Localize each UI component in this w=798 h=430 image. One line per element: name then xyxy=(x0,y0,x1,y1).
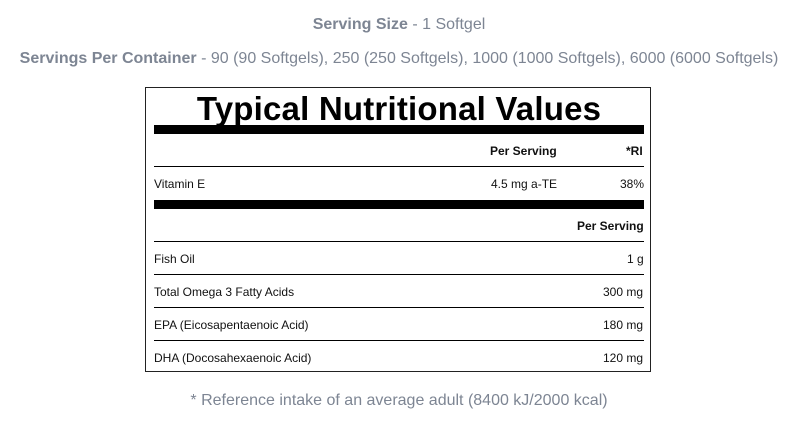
title-divider-bar xyxy=(154,125,644,134)
epa-value: 180 mg xyxy=(603,318,644,332)
omega3-value: 300 mg xyxy=(603,285,644,299)
panel-title: Typical Nutritional Values xyxy=(196,90,602,127)
divider-line xyxy=(154,274,644,275)
serving-size-value: - 1 Softgel xyxy=(407,16,486,33)
divider-line xyxy=(154,340,644,341)
ri-header: *RI xyxy=(626,144,643,158)
servings-per-container-line: Servings Per Container - 90 (90 Softgels… xyxy=(0,50,798,68)
vitamin-e-per-serving: 4.5 mg a-TE xyxy=(491,177,558,191)
nutrition-panel: Typical Nutritional Values Per Serving *… xyxy=(145,87,651,372)
epa-name: EPA (Eicosapentaenoic Acid) xyxy=(154,318,309,332)
divider-line xyxy=(154,307,644,308)
divider-line xyxy=(154,166,644,167)
dha-value: 120 mg xyxy=(603,351,644,365)
servings-per-container-label: Servings Per Container xyxy=(19,50,197,67)
dha-name: DHA (Docosahexaenoic Acid) xyxy=(154,351,312,365)
omega3-name: Total Omega 3 Fatty Acids xyxy=(154,285,295,299)
vitamin-e-name: Vitamin E xyxy=(154,177,206,191)
reference-intake-footnote: * Reference intake of an average adult (… xyxy=(190,392,608,409)
fish-oil-value: 1 g xyxy=(627,252,644,266)
fish-oil-name: Fish Oil xyxy=(154,252,195,266)
per-serving-header: Per Serving xyxy=(490,144,557,158)
serving-size-label: Serving Size xyxy=(312,16,408,33)
divider-line xyxy=(154,241,644,242)
section-divider-bar xyxy=(154,200,644,209)
serving-size-line: Serving Size - 1 Softgel xyxy=(0,16,798,34)
servings-per-container-value: - 90 (90 Softgels), 250 (250 Softgels), … xyxy=(196,50,779,67)
vitamin-e-ri: 38% xyxy=(620,177,645,191)
per-serving-header-2: Per Serving xyxy=(577,219,644,233)
